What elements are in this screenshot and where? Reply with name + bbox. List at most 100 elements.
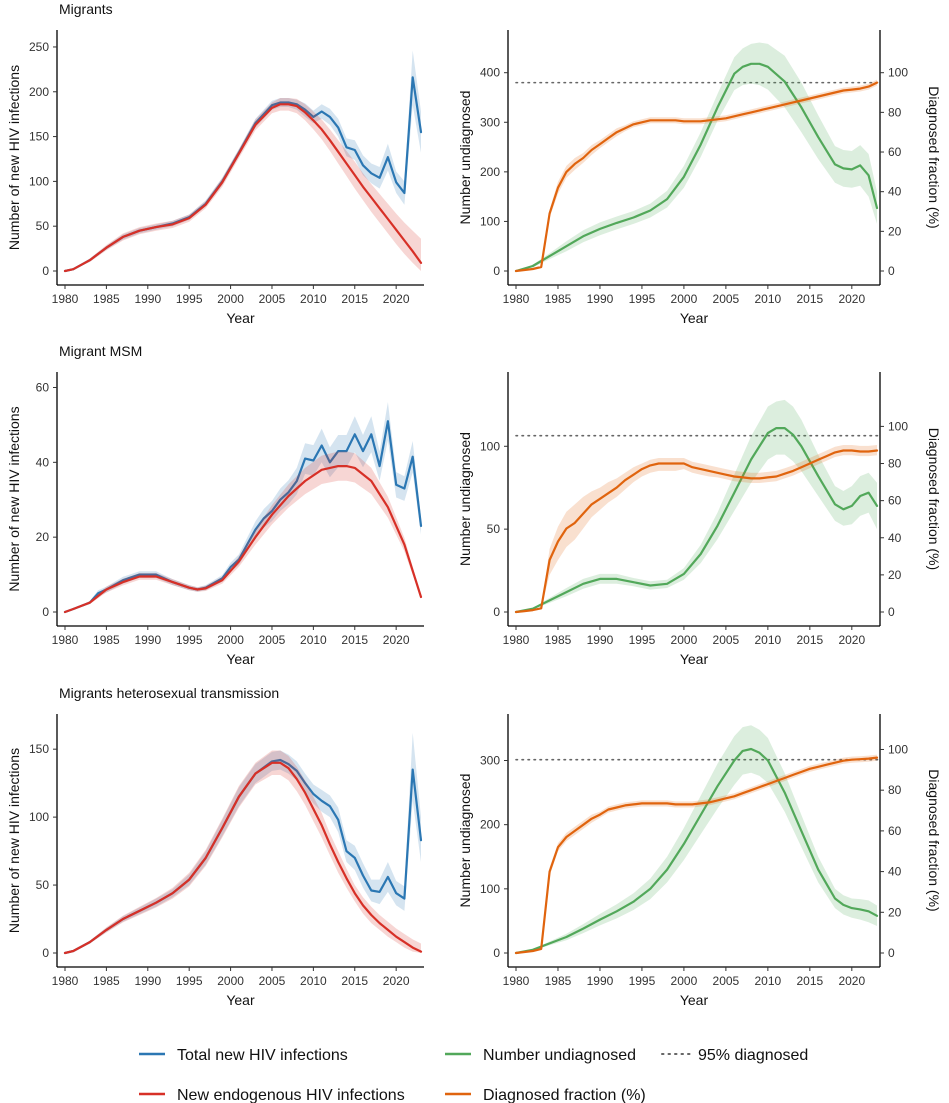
- x-tick-label: 1995: [176, 633, 203, 647]
- y-tick-label: 60: [36, 380, 50, 394]
- x-tick-label: 1985: [545, 633, 572, 647]
- y-tick-label: 200: [480, 818, 500, 832]
- x-tick-label: 2005: [259, 974, 286, 988]
- y-axis-label: Number undiagnosed: [457, 432, 473, 566]
- y2-tick-label: 20: [888, 905, 902, 919]
- y-axis-label: Number of new HIV infections: [6, 748, 22, 933]
- x-tick-label: 1980: [503, 974, 530, 988]
- y-axis-label: Number of new HIV infections: [6, 65, 22, 250]
- x-tick-label: 2010: [300, 292, 327, 306]
- x-tick-label: 2020: [838, 292, 865, 306]
- y-axis-label: Number of new HIV infections: [6, 406, 22, 591]
- y-axis-label: Number undiagnosed: [457, 774, 473, 908]
- x-tick-label: 2000: [671, 974, 698, 988]
- x-tick-label: 1995: [176, 292, 203, 306]
- x-tick-label: 2000: [217, 974, 244, 988]
- y2-tick-label: 60: [888, 494, 902, 508]
- x-tick-label: 2005: [713, 292, 740, 306]
- y2-tick-label: 0: [888, 946, 895, 960]
- y2-tick-label: 20: [888, 568, 902, 582]
- y-tick-label: 20: [36, 530, 50, 544]
- legend-item-endo: New endogenous HIV infections: [139, 1087, 405, 1103]
- y2-tick-label: 40: [888, 531, 902, 545]
- x-tick-label: 2000: [671, 292, 698, 306]
- x-tick-label: 1985: [93, 974, 120, 988]
- y2-tick-label: 100: [888, 742, 908, 756]
- y2-tick-label: 80: [888, 105, 902, 119]
- x-tick-label: 1980: [52, 292, 79, 306]
- x-axis-label: Year: [680, 651, 709, 667]
- series-band-1: [65, 402, 421, 612]
- x-tick-label: 2015: [796, 292, 823, 306]
- x-tick-label: 2020: [838, 633, 865, 647]
- chart-panel-5: Migrants heterosexual transmission 1980 19…: [6, 685, 424, 1008]
- x-tick-label: 1990: [587, 633, 614, 647]
- x-tick-label: 2000: [671, 633, 698, 647]
- x-tick-label: 1995: [176, 974, 203, 988]
- x-axis-label: Year: [680, 992, 709, 1008]
- panel-title: Migrant MSM: [59, 343, 142, 359]
- y-tick-label: 100: [29, 810, 49, 824]
- series-band-1: [516, 399, 877, 612]
- y-tick-label: 0: [493, 605, 500, 619]
- x-axis-label: Year: [680, 310, 709, 326]
- x-tick-label: 1990: [587, 292, 614, 306]
- x-tick-label: 1995: [629, 633, 656, 647]
- x-axis-label: Year: [226, 651, 255, 667]
- x-tick-label: 1990: [134, 974, 161, 988]
- chart-panel-2: 1980 1985 1990 1995 2000 2005 2010 2015 20200100…: [457, 30, 942, 326]
- x-tick-label: 1985: [545, 292, 572, 306]
- x-tick-label: 1980: [503, 633, 530, 647]
- x-tick-label: 2015: [796, 633, 823, 647]
- y-tick-label: 400: [480, 66, 500, 80]
- y2-axis-label: Diagnosed fraction (%): [926, 769, 942, 911]
- legend-item-undiag: Number undiagnosed: [445, 1047, 636, 1064]
- x-tick-label: 2020: [383, 974, 410, 988]
- y-tick-label: 0: [42, 605, 49, 619]
- x-tick-label: 2015: [796, 974, 823, 988]
- series-line-2: [514, 449, 879, 614]
- series-line-2: [63, 103, 423, 273]
- x-tick-label: 2005: [259, 292, 286, 306]
- series-band-1: [516, 42, 877, 271]
- x-tick-label: 1980: [503, 292, 530, 306]
- x-tick-label: 2000: [217, 292, 244, 306]
- x-tick-label: 1990: [134, 292, 161, 306]
- y2-tick-label: 100: [888, 66, 908, 80]
- series-line-2: [514, 756, 879, 955]
- y-tick-label: 300: [480, 754, 500, 768]
- legend-label: Number undiagnosed: [483, 1047, 636, 1064]
- y-tick-label: 100: [480, 214, 500, 228]
- y-tick-label: 0: [493, 946, 500, 960]
- y-tick-label: 300: [480, 115, 500, 129]
- y-tick-label: 250: [29, 40, 49, 54]
- y-tick-label: 200: [29, 85, 49, 99]
- series-band-2: [65, 750, 421, 953]
- legend-item-diagfrac: Diagnosed fraction (%): [445, 1087, 646, 1103]
- series-line-1: [63, 420, 423, 614]
- legend: Total new HIV infections Number undiagnos…: [139, 1047, 808, 1103]
- series-line-1: [514, 62, 879, 273]
- x-tick-label: 2000: [217, 633, 244, 647]
- y-tick-label: 50: [487, 522, 501, 536]
- y2-tick-label: 100: [888, 419, 908, 433]
- y2-tick-label: 60: [888, 145, 902, 159]
- y-tick-label: 150: [29, 742, 49, 756]
- x-axis-label: Year: [226, 310, 255, 326]
- x-tick-label: 1980: [52, 974, 79, 988]
- x-tick-label: 1985: [93, 292, 120, 306]
- x-tick-label: 2015: [341, 974, 368, 988]
- series-line-1: [514, 747, 879, 955]
- y2-tick-label: 40: [888, 865, 902, 879]
- panel-title: Migrants: [59, 1, 113, 17]
- y-tick-label: 50: [36, 219, 50, 233]
- y-tick-label: 0: [42, 946, 49, 960]
- y-tick-label: 100: [480, 439, 500, 453]
- y2-axis-label: Diagnosed fraction (%): [926, 86, 942, 228]
- y-tick-label: 100: [480, 882, 500, 896]
- series-band-2: [516, 445, 877, 612]
- x-tick-label: 2010: [300, 974, 327, 988]
- y2-tick-label: 80: [888, 783, 902, 797]
